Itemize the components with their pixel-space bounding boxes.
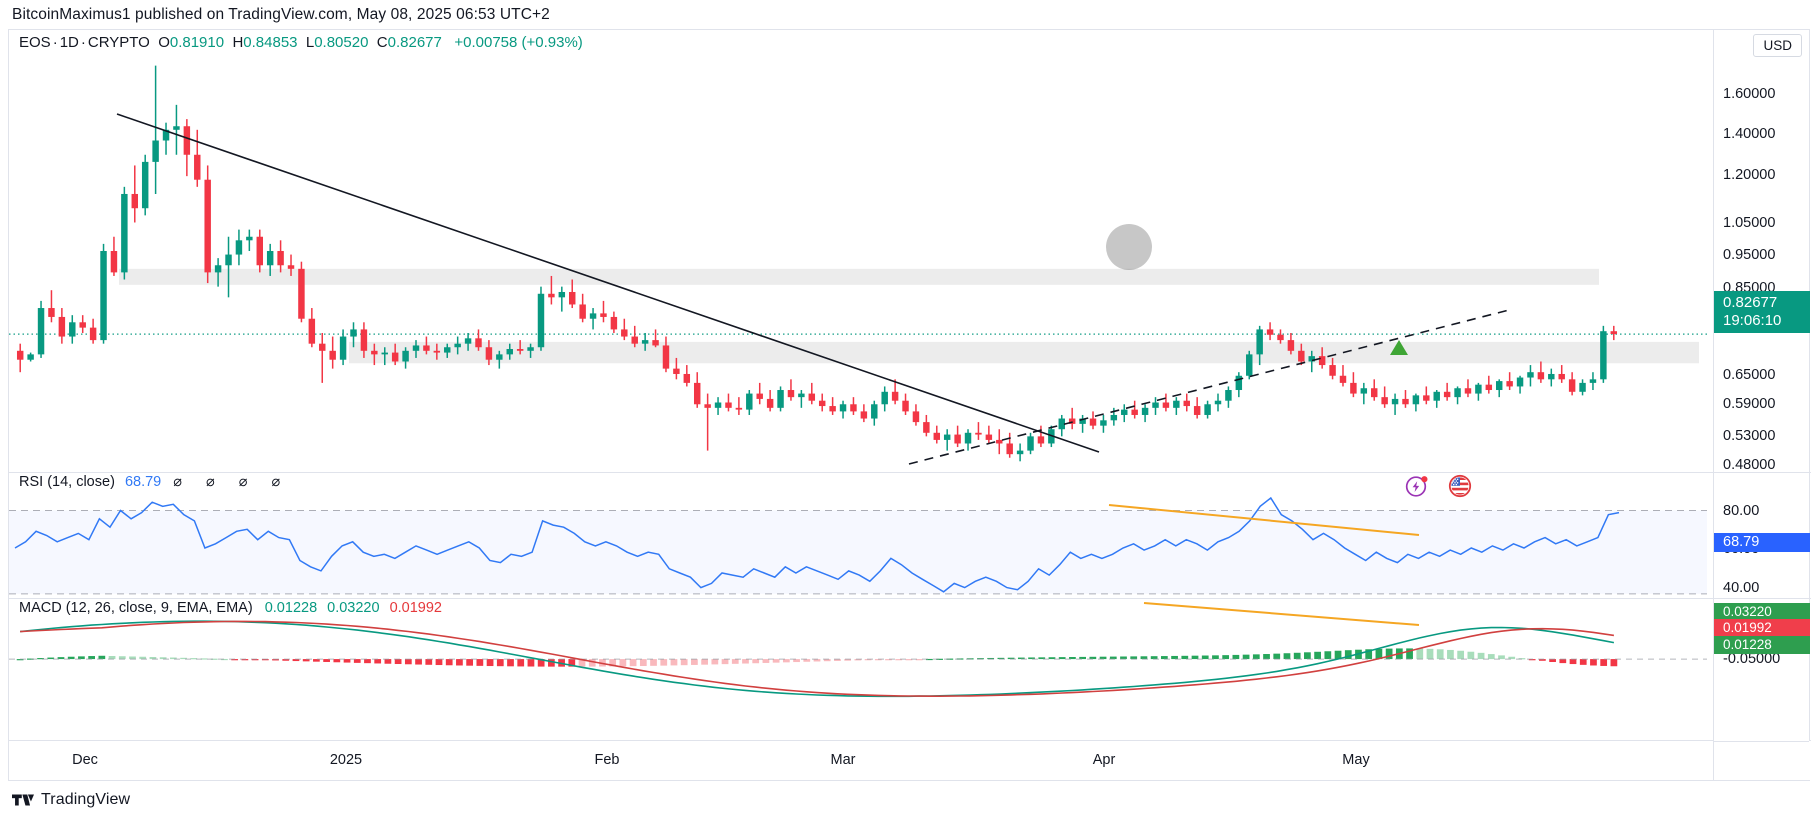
change-value: +0.00758 (+0.93%) — [454, 34, 583, 51]
rsi-value-badge[interactable]: 68.79 — [1714, 533, 1810, 552]
price-candlestick-svg — [9, 65, 1707, 465]
scale-sep-time — [1714, 741, 1809, 742]
high-label: H — [232, 34, 244, 51]
current-price-value: 0.82677 — [1723, 294, 1778, 311]
time-axis-label: Feb — [594, 752, 620, 768]
us-economic-event-icon[interactable] — [1447, 473, 1473, 499]
macd-legend-values: 0.01228 0.03220 0.01992 — [257, 600, 442, 616]
low-label: L — [305, 34, 315, 51]
open-label: O — [158, 34, 170, 51]
rsi-tick: 80.00 — [1723, 503, 1760, 519]
macd-value-badge-1[interactable]: 0.03220 — [1714, 603, 1810, 621]
close-label: C — [376, 34, 388, 51]
close-value: 0.82677 — [387, 34, 442, 51]
earnings-lightning-icon[interactable] — [1404, 473, 1430, 499]
publisher-line: BitcoinMaximus1 published on TradingView… — [12, 6, 550, 23]
rsi-legend-value: 68.79 — [124, 474, 162, 490]
time-axis-label: Mar — [830, 752, 856, 768]
price-tick: 1.60000 — [1723, 86, 1776, 102]
macd-value-badge-3[interactable]: 0.01228 — [1714, 636, 1810, 654]
price-pane[interactable] — [9, 30, 1714, 472]
price-tick: 1.40000 — [1723, 126, 1776, 142]
rsi-legend: RSI (14, close) 68.79 ⌀ ⌀ ⌀ ⌀ — [19, 474, 290, 490]
symbol-label[interactable]: EOS — [19, 34, 51, 51]
open-value: 0.81910 — [169, 34, 225, 51]
interval-label[interactable]: 1D — [59, 34, 79, 51]
macd-plot-svg — [9, 602, 1707, 698]
tradingview-wordmark: TradingView — [41, 791, 131, 808]
macd-legend-value-1: 0.01228 — [264, 600, 318, 616]
buy-marker-triangle — [1390, 340, 1408, 355]
exchange-label: CRYPTO — [87, 34, 150, 51]
chart-frame: EOS · 1D · CRYPTO O0.81910 H0.84853 L0.80520… — [8, 29, 1811, 781]
high-value: 0.84853 — [243, 34, 298, 51]
tradingview-logo: TradingView — [12, 791, 130, 809]
legend-sep-1: · — [52, 34, 58, 51]
price-scale[interactable]: USD 1.60000 1.40000 1.20000 1.05000 0.95000 0… — [1713, 30, 1810, 780]
tradingview-mark-icon — [12, 794, 34, 806]
rsi-pane[interactable] — [9, 473, 1714, 598]
price-tick: 0.65000 — [1723, 367, 1776, 383]
low-value: 0.80520 — [314, 34, 369, 51]
macd-legend: MACD (12, 26, close, 9, EMA, EMA) 0.0122… — [19, 600, 442, 616]
pane-divider-macd — [9, 598, 1811, 599]
price-tick: 0.53000 — [1723, 428, 1776, 444]
scale-sep-rsi — [1714, 472, 1809, 473]
price-tick: 1.05000 — [1723, 215, 1776, 231]
rsi-legend-name[interactable]: RSI (14, close) — [19, 474, 115, 490]
time-axis[interactable]: Dec 2025 Feb Mar Apr May — [9, 740, 1811, 780]
rsi-legend-extras: ⌀ ⌀ ⌀ ⌀ — [173, 474, 291, 490]
price-tick: 0.95000 — [1723, 247, 1776, 263]
current-price-badge[interactable]: 0.82677 19:06:10 — [1714, 291, 1810, 334]
price-tick: 0.59000 — [1723, 396, 1776, 412]
rsi-tick: 40.00 — [1723, 580, 1760, 596]
currency-chip[interactable]: USD — [1753, 34, 1802, 57]
scale-sep-macd — [1714, 598, 1809, 599]
macd-legend-name[interactable]: MACD (12, 26, close, 9, EMA, EMA) — [19, 600, 253, 616]
macd-tick: -0.05000 — [1723, 651, 1781, 667]
time-axis-label: Apr — [1092, 752, 1116, 768]
price-tick: 1.20000 — [1723, 167, 1776, 183]
macd-pane[interactable] — [9, 599, 1714, 741]
rsi-plot-svg — [9, 496, 1707, 595]
series-legend: EOS · 1D · CRYPTO O0.81910 H0.84853 L0.80520… — [19, 34, 583, 51]
macd-legend-value-2: 0.03220 — [327, 600, 380, 616]
bar-countdown: 19:06:10 — [1723, 311, 1782, 329]
legend-sep-2: · — [80, 34, 86, 51]
time-axis-label: Dec — [72, 752, 98, 768]
macd-value-badge-2[interactable]: 0.01992 — [1714, 619, 1810, 637]
time-axis-label: May — [1342, 752, 1370, 768]
pane-divider-rsi — [9, 472, 1811, 473]
price-tick: 0.48000 — [1723, 457, 1776, 473]
macd-legend-value-3: 0.01992 — [389, 600, 442, 616]
time-axis-label: 2025 — [329, 752, 363, 768]
